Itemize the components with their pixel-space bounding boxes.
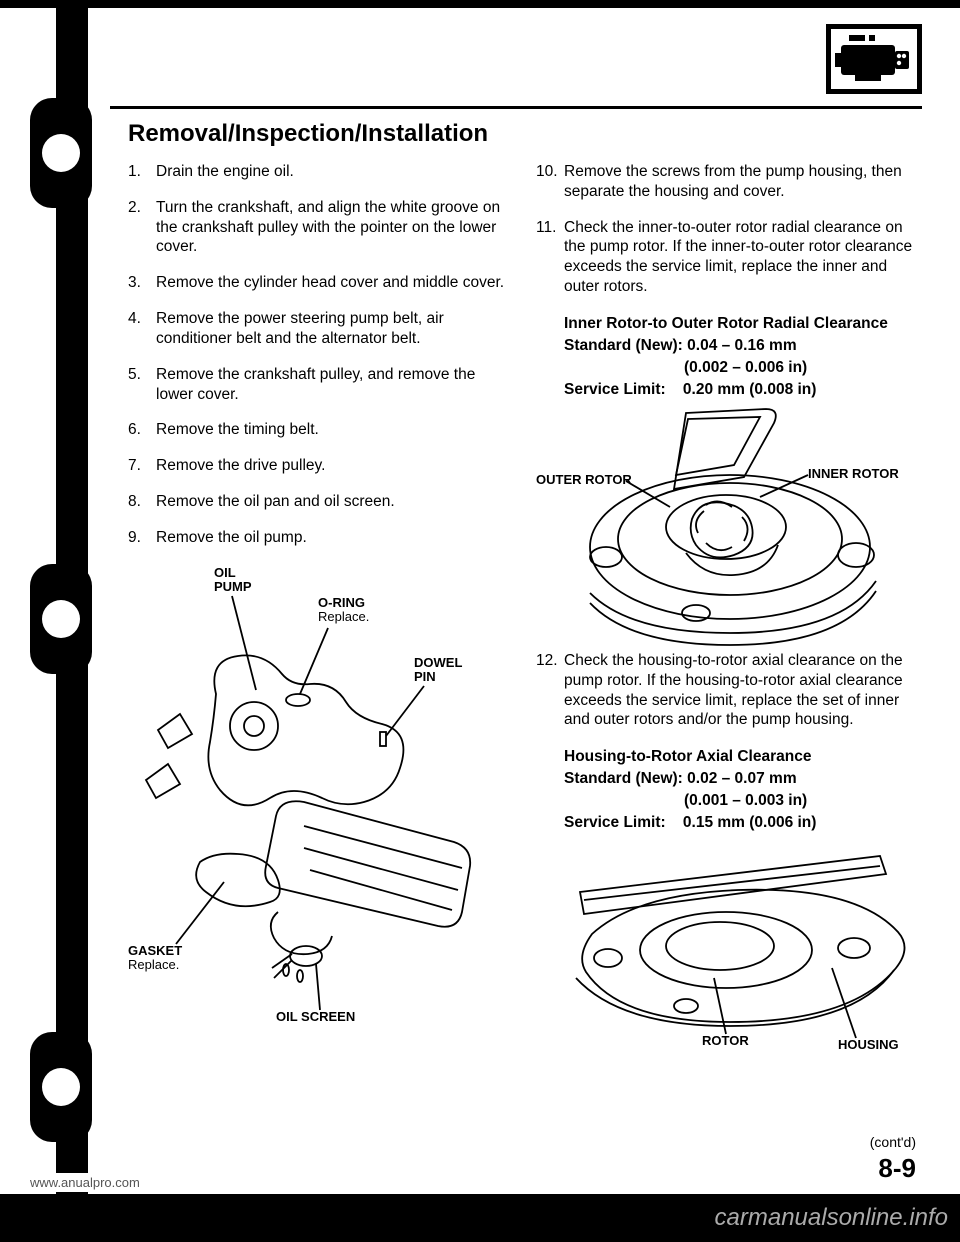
step-number: 11. [536, 218, 564, 297]
housing-svg [536, 838, 924, 1058]
step-text: Remove the timing belt. [156, 420, 510, 440]
step-text: Remove the screws from the pump housing,… [564, 162, 924, 202]
step-number: 9. [128, 528, 156, 548]
label-gasket: GASKET Replace. [128, 944, 182, 973]
step-number: 10. [536, 162, 564, 202]
engine-icon [826, 24, 922, 94]
step: 8.Remove the oil pan and oil screen. [128, 492, 510, 512]
step: 5.Remove the crankshaft pulley, and remo… [128, 365, 510, 405]
step: 4.Remove the power steering pump belt, a… [128, 309, 510, 349]
step-text: Remove the drive pulley. [156, 456, 510, 476]
spec-label: Standard (New): [564, 770, 683, 787]
punch-hole [42, 134, 80, 172]
housing-diagram: ROTOR HOUSING [536, 838, 924, 1058]
spec-label: Service Limit: [564, 814, 666, 831]
label-inner-rotor: INNER ROTOR [808, 467, 899, 481]
spec-value: 0.04 – 0.16 mm [687, 337, 796, 354]
spec-value: 0.02 – 0.07 mm [687, 770, 796, 787]
step-number: 1. [128, 162, 156, 182]
step-text: Check the housing-to-rotor axial clearan… [564, 651, 924, 730]
step-text: Remove the cylinder head cover and middl… [156, 273, 510, 293]
spec-title: Housing-to-Rotor Axial Clearance [564, 746, 924, 768]
step-number: 12. [536, 651, 564, 730]
spec-axial-clearance: Housing-to-Rotor Axial Clearance Standar… [564, 746, 924, 834]
label-outer-rotor: OUTER ROTOR [536, 473, 632, 487]
watermark: carmanualsonline.info [715, 1204, 948, 1232]
step-number: 5. [128, 365, 156, 405]
step-number: 8. [128, 492, 156, 512]
step-number: 7. [128, 456, 156, 476]
label-rotor: ROTOR [702, 1034, 749, 1048]
label-oil-screen: OIL SCREEN [276, 1010, 355, 1024]
page: Removal/Inspection/Installation 1.Drain … [0, 0, 960, 1242]
step-text: Check the inner-to-outer rotor radial cl… [564, 218, 924, 297]
spec-value: 0.20 mm (0.008 in) [683, 381, 817, 398]
label-sub: Replace. [318, 609, 369, 624]
oil-pump-diagram: OIL PUMP O-RING Replace. DOWEL PIN GASKE… [128, 566, 510, 1026]
step: 2.Turn the crankshaft, and align the whi… [128, 198, 510, 257]
spec-value: 0.15 mm (0.006 in) [683, 814, 817, 831]
rule [110, 106, 922, 109]
step-text: Remove the power steering pump belt, air… [156, 309, 510, 349]
label-text: O-RING [318, 595, 365, 610]
step-number: 3. [128, 273, 156, 293]
binder-punch [30, 1032, 92, 1142]
step-number: 6. [128, 420, 156, 440]
right-column: 10.Remove the screws from the pump housi… [536, 162, 924, 1058]
contd: (cont'd) [870, 1134, 916, 1150]
spec-value: (0.002 – 0.006 in) [564, 357, 924, 379]
step: 3.Remove the cylinder head cover and mid… [128, 273, 510, 293]
page-number: 8-9 [878, 1153, 916, 1184]
spec-label: Service Limit: [564, 381, 666, 398]
step: 9.Remove the oil pump. [128, 528, 510, 548]
left-column: 1.Drain the engine oil.2.Turn the cranks… [128, 162, 510, 1026]
step: 6.Remove the timing belt. [128, 420, 510, 440]
spec-value: (0.001 – 0.003 in) [564, 790, 924, 812]
spec-title: Inner Rotor-to Outer Rotor Radial Cleara… [564, 313, 924, 335]
binder-punch [30, 98, 92, 208]
label-oil-pump: OIL PUMP [214, 566, 252, 595]
rotor-diagram: OUTER ROTOR INNER ROTOR [536, 407, 924, 647]
step-text: Turn the crankshaft, and align the white… [156, 198, 510, 257]
label-text: GASKET [128, 943, 182, 958]
step-number: 2. [128, 198, 156, 257]
binder-punch [30, 564, 92, 674]
step-text: Remove the crankshaft pulley, and remove… [156, 365, 510, 405]
section-title: Removal/Inspection/Installation [128, 120, 488, 148]
spec-label: Standard (New): [564, 337, 683, 354]
label-sub: Replace. [128, 957, 179, 972]
step: 1.Drain the engine oil. [128, 162, 510, 182]
rotor-svg [536, 407, 924, 647]
label-housing: HOUSING [838, 1038, 899, 1052]
punch-hole [42, 1068, 80, 1106]
step: 11.Check the inner-to-outer rotor radial… [536, 218, 924, 297]
step: 10.Remove the screws from the pump housi… [536, 162, 924, 202]
step-12: 12. Check the housing-to-rotor axial cle… [536, 651, 924, 730]
step-text: Remove the oil pan and oil screen. [156, 492, 510, 512]
step-number: 4. [128, 309, 156, 349]
step-text: Drain the engine oil. [156, 162, 510, 182]
spec-radial-clearance: Inner Rotor-to Outer Rotor Radial Cleara… [564, 313, 924, 401]
step-text: Remove the oil pump. [156, 528, 510, 548]
punch-hole [42, 600, 80, 638]
footer-source: www.anualpro.com [30, 1173, 140, 1192]
step: 7.Remove the drive pulley. [128, 456, 510, 476]
oil-pump-svg [128, 566, 510, 1026]
edge-top [0, 0, 960, 8]
label-dowel-pin: DOWEL PIN [414, 656, 462, 685]
label-o-ring: O-RING Replace. [318, 596, 369, 625]
